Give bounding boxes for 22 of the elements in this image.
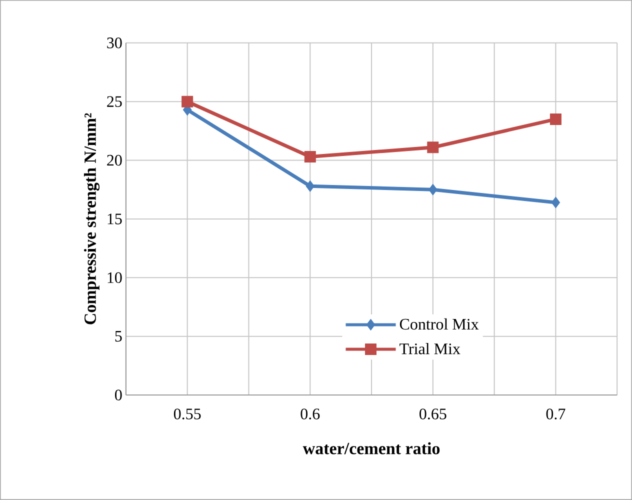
y-tick-label: 0 (115, 390, 122, 400)
x-tick-label: 0.6 (300, 408, 320, 420)
point (182, 96, 194, 108)
point (306, 180, 314, 192)
x-tick-label: 0.65 (420, 408, 446, 420)
point (304, 151, 316, 163)
y-tick-label: 10 (108, 272, 122, 284)
y-axis-title: Compressive strength N/mm² (84, 113, 100, 324)
legend-label: Trial Mix (400, 343, 460, 354)
point (550, 113, 562, 125)
x-tick-label: 0.55 (174, 408, 201, 420)
x-axis-title: water/cement ratio (302, 442, 440, 454)
point (428, 184, 438, 196)
y-tick-label: 25 (107, 96, 122, 107)
y-tick-label: 20 (107, 154, 122, 166)
y-tick-label: 15 (108, 214, 122, 224)
x-tick-label: 0.7 (546, 408, 566, 420)
y-tick-label: 5 (115, 331, 122, 342)
point (427, 142, 439, 154)
point (551, 196, 560, 208)
y-tick-label: 30 (107, 38, 122, 48)
legend-label: Control Mix (400, 318, 479, 330)
